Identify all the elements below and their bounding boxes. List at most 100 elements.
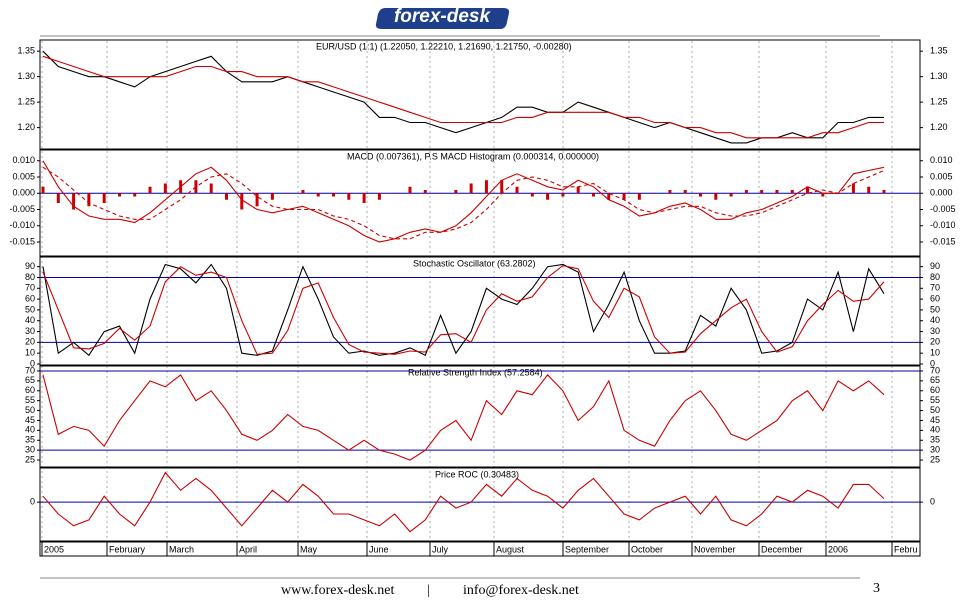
y-tick-label: 50 [25,304,35,314]
y-tick-label-right: 1.20 [930,122,948,132]
series-line [42,166,885,240]
x-tick-label: Febru [894,544,918,554]
histogram-bar [821,193,825,197]
y-tick-label-right: 70 [930,283,940,293]
x-tick-label: June [369,544,389,554]
histogram-bar [454,190,458,194]
x-tick-label: February [109,544,146,554]
y-tick-label-right: 45 [930,415,940,425]
histogram-bar [362,193,366,203]
x-tick-label: September [565,544,609,554]
series-line [42,55,884,139]
panel-frame [39,149,921,257]
footer-email: info@forex-desk.net [463,583,579,598]
panel-title: Relative Strength Index (57.2584) [408,367,543,377]
y-tick-label: 25 [25,454,35,464]
histogram-bar [408,186,412,194]
histogram-bar [423,190,427,194]
y-tick-label-right: 50 [930,304,940,314]
y-tick-label-right: 65 [930,375,940,385]
histogram-bar [332,193,336,197]
y-tick-label-right: 55 [930,395,940,405]
histogram-bar [714,193,718,200]
histogram-bar [163,183,167,194]
histogram-bar [347,193,351,200]
y-tick-label-right: 60 [930,385,940,395]
histogram-bar [148,186,152,194]
histogram-bar [699,193,703,197]
y-tick-label: -0.005 [9,204,35,214]
histogram-bar [377,193,381,200]
panel-frame [39,39,921,150]
y-tick-label-right: 40 [930,425,940,435]
y-tick-label: 20 [25,337,35,347]
histogram-bar [316,193,320,197]
y-tick-label-right: 70 [930,365,940,375]
series-line [42,160,885,243]
y-tick-label-right: 1.35 [930,46,948,56]
y-tick-label-right: -0.015 [930,236,956,246]
panel-frame [39,365,921,468]
histogram-bar [102,193,106,203]
histogram-bar [41,186,45,194]
y-tick-label: -0.015 [9,236,35,246]
histogram-bar [484,180,488,194]
x-axis-frame [39,541,921,557]
x-tick-label: December [761,544,803,554]
x-tick-label: 2006 [828,544,848,554]
y-tick-label: 60 [25,385,35,395]
y-tick-label: 50 [25,405,35,415]
histogram-bar [653,193,657,194]
y-tick-label-right: 25 [930,454,940,464]
y-tick-label: 10 [25,348,35,358]
histogram-bar [729,193,733,197]
histogram-bar [240,193,244,210]
histogram-bar [622,193,626,200]
y-tick-label: 40 [25,425,35,435]
histogram-bar [117,193,121,197]
y-tick-label: 1.30 [17,71,35,81]
histogram-bar [393,193,397,194]
histogram-bar [637,193,641,200]
histogram-bar [561,193,565,197]
histogram-bar [591,193,595,197]
histogram-bar [530,193,534,197]
page-number: 3 [873,581,880,596]
y-tick-label: 0.005 [12,171,35,181]
panel-title: Stochastic Oscillator (63.2802) [413,258,536,268]
panel-title: Price ROC (0.30483) [435,469,519,479]
histogram-bar [851,183,855,194]
series-line [42,263,885,357]
panel-frame [39,256,921,366]
histogram-bar [439,193,443,194]
panel-title: EUR/USD (1:1) (1.22050, 1.22210, 1.21690… [316,41,572,51]
y-tick-label: 55 [25,395,35,405]
y-tick-label: 35 [25,435,35,445]
y-tick-label: 30 [25,445,35,455]
histogram-bar [668,190,672,194]
series-line [42,471,885,533]
histogram-bar [286,193,290,194]
y-tick-label-right: 60 [930,293,940,303]
y-tick-label-right: 40 [930,315,940,325]
y-tick-label: 90 [25,261,35,271]
y-tick-label-right: 0.005 [930,171,953,181]
histogram-bar [500,180,504,194]
x-tick-label: July [432,544,449,554]
histogram-bar [224,193,228,200]
histogram-bar [882,190,886,194]
x-tick-label: November [694,544,736,554]
histogram-bar [867,186,871,194]
y-tick-label: 0 [30,358,35,368]
x-tick-label: 2005 [44,544,64,554]
histogram-bar [790,190,794,194]
y-tick-label: 60 [25,293,35,303]
histogram-bar [744,190,748,194]
histogram-bar [255,193,259,207]
y-tick-label-right: 80 [930,272,940,282]
y-tick-label: 0.010 [12,155,35,165]
y-tick-label-right: 1.30 [930,71,948,81]
histogram-bar [301,190,305,194]
y-tick-label-right: 90 [930,261,940,271]
